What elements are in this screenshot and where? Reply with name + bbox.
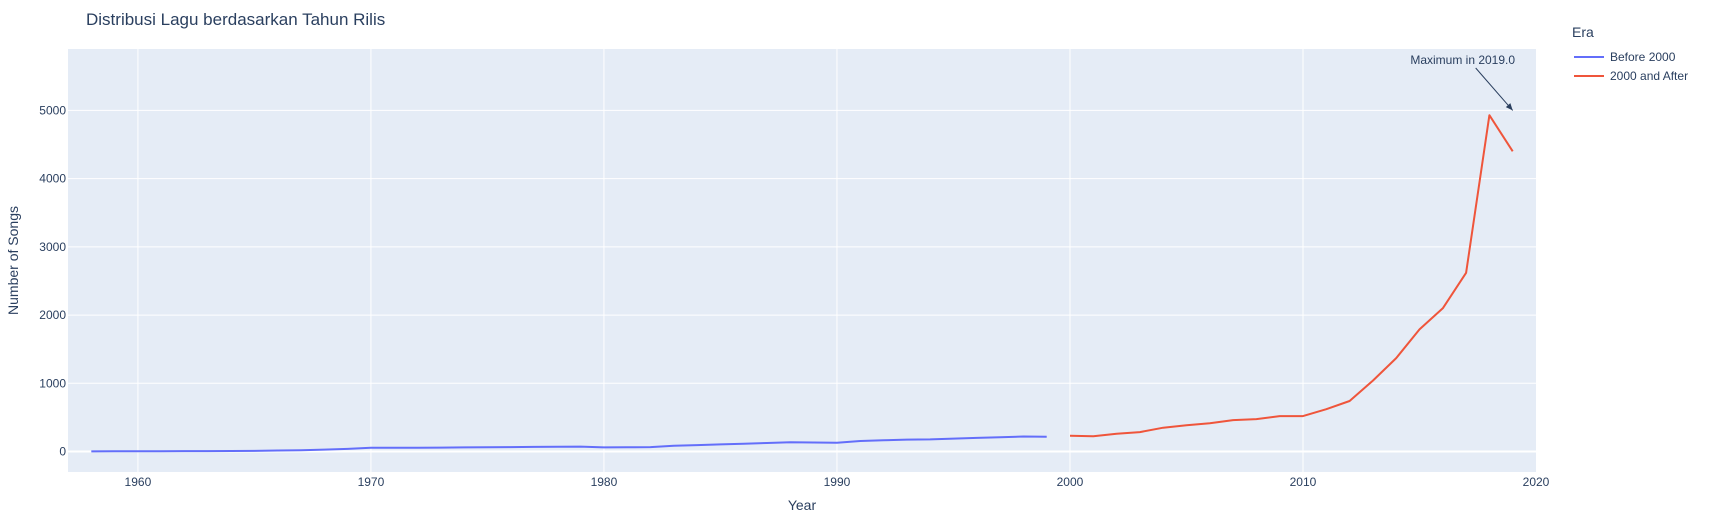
x-tick-label: 2000 (1057, 475, 1084, 489)
x-tick-label: 1970 (358, 475, 385, 489)
chart-title: Distribusi Lagu berdasarkan Tahun Rilis (86, 10, 385, 29)
x-axis-ticks: 1960 1970 1980 1990 2000 2010 2020 (125, 475, 1550, 489)
y-tick-label: 1000 (39, 376, 66, 390)
y-axis-ticks: 0 1000 2000 3000 4000 5000 (39, 103, 66, 458)
series-group (91, 114, 1514, 453)
annotation-text: Maximum in 2019.0 (1410, 53, 1515, 67)
y-tick-label: 5000 (39, 103, 66, 117)
y-axis-label: Number of Songs (5, 206, 21, 315)
series-line-0 (91, 435, 1047, 453)
series-line-1 (1069, 114, 1514, 438)
annotation-arrow-line (1475, 67, 1514, 111)
y-tick-label: 0 (59, 445, 66, 459)
x-tick-label: 1990 (824, 475, 851, 489)
x-tick-label: 2010 (1290, 475, 1317, 489)
legend-item-label: 2000 and After (1610, 69, 1688, 83)
y-tick-label: 2000 (39, 308, 66, 322)
annotation-arrow-head (1505, 103, 1513, 111)
x-tick-label: 1980 (591, 475, 618, 489)
x-axis-label: Year (788, 497, 817, 513)
x-tick-label: 1960 (125, 475, 152, 489)
annotation: Maximum in 2019.0 (1410, 53, 1515, 111)
legend-title: Era (1572, 24, 1594, 40)
y-tick-label: 3000 (39, 240, 66, 254)
gridlines (68, 49, 1536, 472)
legend: Era Before 2000 2000 and After (1572, 24, 1688, 83)
legend-item-label: Before 2000 (1610, 50, 1676, 64)
x-tick-label: 2020 (1523, 475, 1550, 489)
y-tick-label: 4000 (39, 172, 66, 186)
plot-area (68, 49, 1536, 472)
